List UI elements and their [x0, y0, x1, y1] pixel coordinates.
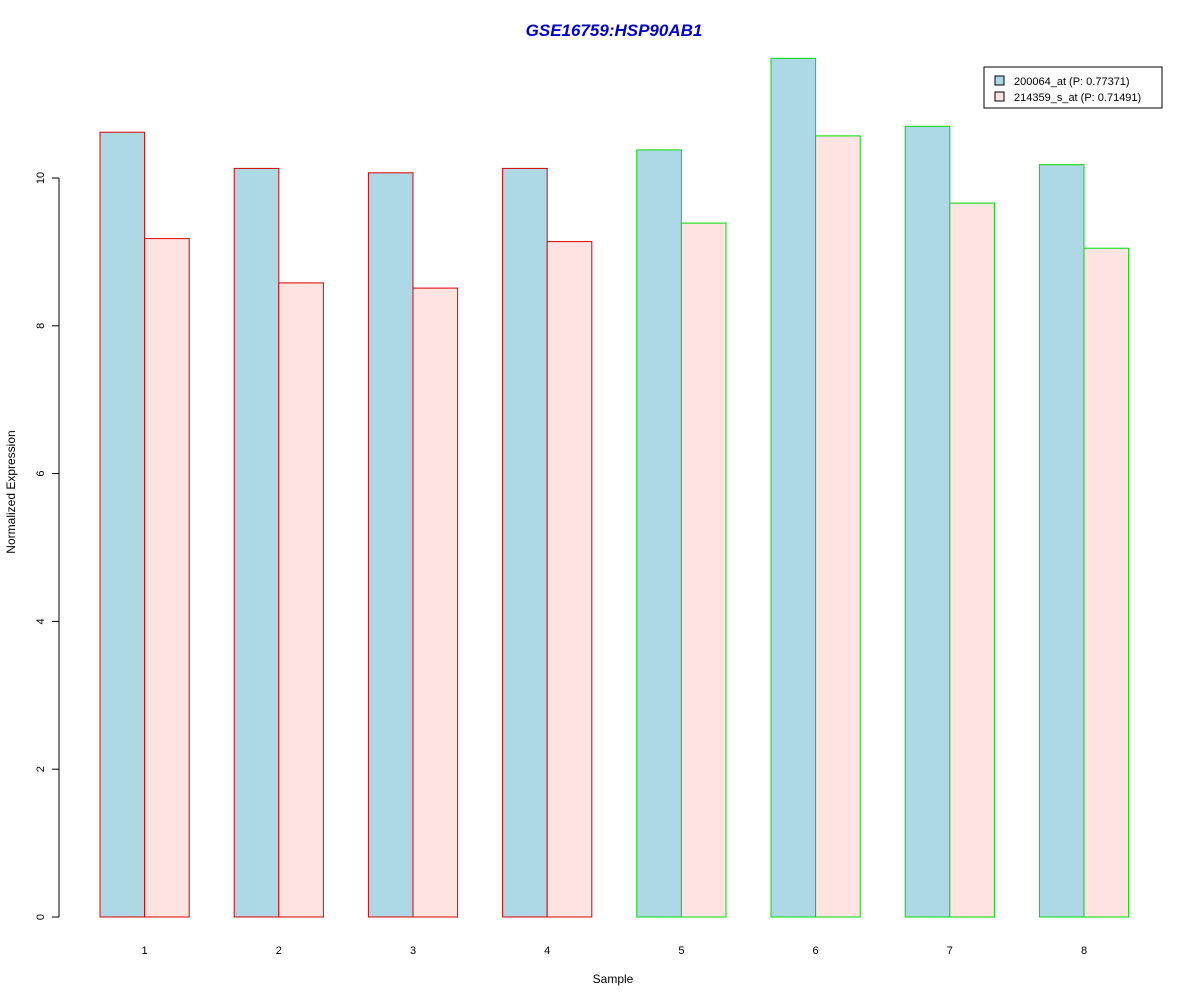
bar-sample-4-series-2 — [546, 241, 593, 918]
bar-sample-6-series-2 — [815, 135, 861, 918]
y-tick-label: 0 — [35, 914, 47, 920]
x-axis-label: Sample — [593, 972, 634, 986]
x-tick-label-2: 2 — [276, 945, 282, 957]
x-tick-labels: 1 2 3 4 5 6 7 8 — [142, 945, 1088, 957]
legend-swatch-1 — [994, 75, 1005, 86]
y-tick-label: 2 — [35, 766, 47, 772]
bar-sample-6-series-1 — [770, 57, 817, 918]
x-tick-label-4: 4 — [544, 945, 550, 957]
bar-sample-2-series-1 — [233, 167, 280, 918]
bar-sample-3-series-1 — [367, 172, 414, 918]
bar-sample-1-series-1 — [99, 131, 146, 918]
bar-sample-3-series-2 — [412, 287, 459, 918]
legend-label-2: 214359_s_at (P: 0.71491) — [1014, 92, 1141, 104]
bar-sample-7-series-2 — [949, 202, 995, 918]
legend-box — [983, 66, 1163, 109]
y-axis-label: Normalized Expression — [4, 430, 18, 553]
bar-sample-2-series-2 — [278, 282, 324, 918]
y-tick-label: 6 — [35, 471, 47, 477]
bar-sample-4-series-1 — [502, 167, 548, 918]
bar-sample-1-series-2 — [144, 238, 190, 918]
x-tick-label-7: 7 — [947, 945, 953, 957]
bar-sample-8-series-1 — [1038, 164, 1085, 918]
bar-sample-5-series-2 — [680, 222, 727, 918]
bar-sample-5-series-1 — [636, 149, 682, 918]
y-tick-label: 4 — [35, 618, 47, 624]
x-tick-label-6: 6 — [813, 945, 819, 957]
y-tick-label: 8 — [35, 323, 47, 329]
y-axis: 0 2 4 6 8 10 — [35, 172, 60, 920]
x-tick-label-1: 1 — [142, 945, 148, 957]
bar-sample-8-series-2 — [1083, 247, 1130, 918]
x-tick-label-5: 5 — [678, 945, 684, 957]
bar-sample-7-series-1 — [904, 125, 951, 918]
chart-title: GSE16759:HSP90AB1 — [526, 21, 703, 40]
bars-group — [99, 57, 1130, 918]
legend-label-1: 200064_at (P: 0.77371) — [1014, 76, 1130, 88]
y-tick-label: 10 — [35, 172, 47, 184]
legend: 200064_at (P: 0.77371) 214359_s_at (P: 0.… — [983, 66, 1163, 109]
x-tick-label-8: 8 — [1081, 945, 1087, 957]
x-tick-label-3: 3 — [410, 945, 416, 957]
legend-swatch-2 — [994, 91, 1005, 102]
